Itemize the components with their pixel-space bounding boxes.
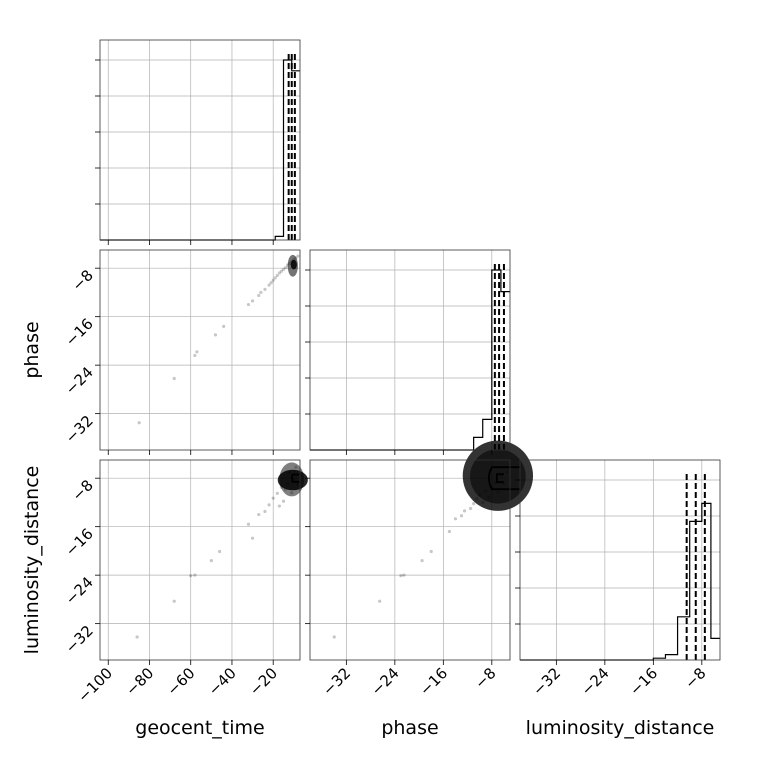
ticklabel-y-luminosity_distance-1: −24: [62, 573, 97, 608]
ticklabel-y-phase-2: −16: [62, 315, 97, 350]
scatter-point: [257, 512, 261, 517]
ticklabel-x-geocent_time-1: −80: [122, 664, 157, 699]
scatter-point: [459, 514, 464, 518]
scatter-point: [469, 506, 473, 511]
scatter-point: [137, 421, 141, 425]
ylabel-luminosity_distance: luminosity_distance: [21, 466, 43, 655]
xlabel-phase: phase: [381, 717, 438, 739]
scatter-point: [267, 503, 271, 507]
panel-geocent_time-vs-luminosity_distance-frame: [99, 459, 301, 661]
scatter-point: [213, 333, 218, 337]
scatter-point: [189, 574, 193, 578]
contour-lumdist-phase-inner: [495, 473, 504, 484]
scatter-point: [296, 254, 300, 258]
ticklabel-x-phase-0: −32: [319, 664, 354, 699]
scatter-point: [281, 267, 286, 271]
scatter-point: [447, 529, 451, 534]
scatter-point: [277, 504, 281, 508]
scatter-point: [273, 276, 277, 280]
ticklabel-x-luminosity_distance-1: −24: [578, 664, 613, 699]
scatter-point: [263, 287, 267, 291]
tick-layer: −32 −24 −16 −8 −100 −80 −60 −40 −20 −32 −24 −16 −8 −3…: [62, 59, 710, 706]
scatter-point: [429, 549, 433, 554]
scatter-point: [259, 290, 263, 295]
scatter-point: [267, 283, 271, 287]
scatter-point: [246, 522, 251, 526]
ticklabel-x-geocent_time-0: −100: [74, 664, 116, 706]
scatter-point: [250, 299, 255, 303]
ticklabel-x-geocent_time-2: −60: [163, 664, 198, 699]
ylabel-phase: phase: [21, 321, 43, 378]
histogram-luminosity_distance: [520, 502, 720, 661]
scatter-point: [209, 559, 213, 563]
scatter-point: [195, 350, 199, 354]
ticklabel-x-geocent_time-3: −40: [205, 664, 240, 699]
scatter-point: [193, 353, 197, 358]
panel-geocent_time-vs-geocent_time-frame: [99, 39, 301, 241]
scatter-point: [271, 496, 275, 500]
panel-phase-vs-phase-frame: [309, 249, 511, 451]
ticklabel-x-geocent_time-4: −20: [246, 664, 281, 699]
scatter-point: [453, 517, 458, 521]
panel-geocent_time-vs-phase-frame: [99, 249, 301, 451]
panel-luminosity_distance-vs-luminosity_distance-frame: [519, 459, 721, 661]
scatter-point: [172, 599, 176, 603]
ticklabel-y-phase-1: −24: [62, 363, 97, 398]
data-layer: [100, 54, 720, 661]
contour-lumdist-geocent: [291, 473, 300, 483]
scatter-point: [378, 599, 382, 603]
scatter-point: [283, 265, 288, 270]
ticklabel-x-phase-1: −24: [368, 664, 403, 699]
histogram-phase: [310, 269, 510, 451]
xlabel-luminosity_distance: luminosity_distance: [526, 717, 715, 739]
scatter-point: [172, 376, 176, 381]
scatter-point: [263, 509, 267, 514]
ticklabel-x-luminosity_distance-2: −16: [626, 664, 661, 699]
xlabel-geocent_time: geocent_time: [135, 717, 264, 739]
grid-layer: [100, 40, 720, 660]
scatter-point: [462, 509, 467, 513]
ticklabel-y-phase-3: −8: [68, 266, 96, 294]
label-layer: geocent_time phase luminosity_distancephas…: [21, 321, 714, 739]
scatter-point: [402, 573, 406, 577]
contour-lumdist-phase-outer: [487, 466, 520, 491]
scatter-point: [420, 559, 424, 563]
scatter-point: [271, 278, 275, 282]
scatter-point: [222, 324, 226, 328]
scatter-point: [275, 491, 279, 495]
ticklabel-y-luminosity_distance-3: −8: [68, 476, 96, 504]
scatter-point: [277, 271, 281, 275]
panel-phase-vs-luminosity_distance-frame: [309, 459, 511, 661]
frame-layer: [99, 39, 721, 661]
scatter-luminosity_distance_vs_geocent_time: [135, 465, 300, 639]
scatter-point: [269, 281, 273, 285]
scatter-point: [399, 574, 403, 578]
scatter-point: [217, 549, 222, 554]
scatter-point: [246, 302, 251, 307]
scatter-point: [275, 273, 279, 278]
ticklabel-x-phase-3: −8: [471, 664, 499, 692]
scatter-point: [472, 502, 476, 506]
ticklabel-x-phase-2: −16: [416, 664, 451, 699]
ticklabel-x-luminosity_distance-0: −32: [529, 664, 564, 699]
scatter-phase_vs_geocent_time: [137, 254, 300, 425]
scatter-point: [279, 269, 284, 273]
density-core-lumdist-phase-inner: [462, 440, 534, 511]
scatter-point: [281, 499, 286, 503]
scatter-point: [257, 293, 261, 298]
scatter-point: [250, 536, 255, 540]
density-core-phase-geocent-inner: [290, 259, 297, 270]
scatter-point: [193, 573, 197, 577]
ticklabel-y-luminosity_distance-0: −32: [62, 622, 97, 657]
ticklabel-x-luminosity_distance-3: −8: [681, 664, 709, 692]
scatter-point: [332, 635, 336, 639]
histogram-geocent_time: [100, 59, 300, 241]
ticklabel-y-phase-0: −32: [62, 412, 97, 447]
ticklabel-y-luminosity_distance-2: −16: [62, 525, 97, 560]
scatter-point: [135, 635, 139, 639]
